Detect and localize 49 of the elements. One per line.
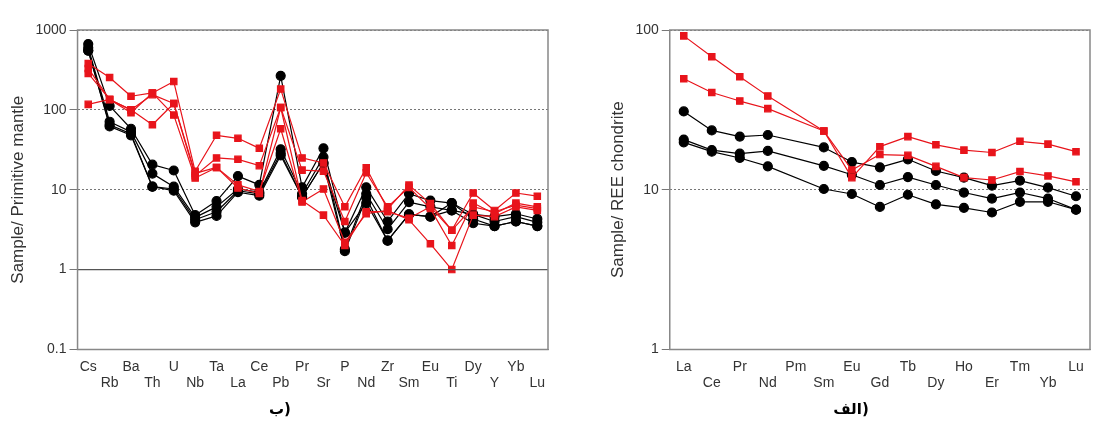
x-tick-label: Cs — [79, 357, 97, 374]
x-tick-label: Ti — [446, 374, 458, 391]
x-tick-label: Ta — [209, 357, 225, 374]
x-tick-label: U — [168, 357, 179, 374]
x-tick-label: Ho — [954, 357, 974, 374]
x-tick-label: Y — [489, 374, 500, 391]
x-tick-label: Zr — [381, 357, 395, 374]
x-tick-label: Ba — [122, 357, 140, 374]
x-tick-label: Pr — [295, 357, 310, 374]
x-tick-label: Sm — [398, 374, 420, 391]
x-tick-label: P — [340, 357, 350, 374]
y-tick-label: 1 — [58, 260, 67, 277]
x-tick-label: Gd — [870, 374, 890, 391]
x-tick-label: Ce — [702, 374, 721, 391]
x-tick-label: Lu — [529, 374, 546, 391]
x-tick-label: Yb — [1039, 374, 1057, 391]
y-tick-label: 10 — [643, 180, 659, 197]
x-tick-label: Pm — [785, 357, 807, 374]
x-tick-label: Dy — [927, 374, 945, 391]
x-tick-label: Tb — [899, 357, 917, 374]
x-tick-label: Nd — [357, 374, 376, 391]
x-tick-label: Pb — [272, 374, 290, 391]
y-axis-title: Sample/ Primitive mantle — [7, 95, 27, 284]
x-tick-label: Pr — [732, 357, 748, 374]
x-tick-label: Sr — [316, 374, 331, 391]
y-tick-label: 0.1 — [47, 340, 67, 357]
x-tick-label: Eu — [843, 357, 861, 374]
text: ب) — [268, 400, 292, 418]
y-tick-label: 100 — [43, 100, 67, 117]
x-tick-label: Sm — [813, 374, 835, 391]
y-tick-label: 1000 — [35, 20, 67, 37]
x-tick-label: Nb — [186, 374, 205, 391]
x-tick-label: Nd — [758, 374, 777, 391]
x-tick-label: Th — [144, 374, 161, 391]
x-tick-label: Er — [984, 374, 1000, 391]
x-tick-label: Lu — [1068, 357, 1084, 374]
y-axis-title: Sample/ REE chondrite — [607, 101, 627, 279]
x-tick-label: Yb — [507, 357, 525, 374]
x-tick-label: Rb — [100, 374, 119, 391]
y-tick-label: 10 — [50, 180, 67, 197]
x-tick-label: Dy — [464, 357, 482, 374]
y-tick-label: 100 — [635, 20, 659, 37]
x-tick-label: Ce — [250, 357, 269, 374]
x-tick-label: Tm — [1009, 357, 1031, 374]
x-tick-label: La — [675, 357, 692, 374]
x-tick-label: La — [230, 374, 246, 391]
y-tick-label: 1 — [650, 340, 659, 357]
text: الف) — [832, 400, 870, 418]
x-tick-label: Eu — [421, 357, 439, 374]
